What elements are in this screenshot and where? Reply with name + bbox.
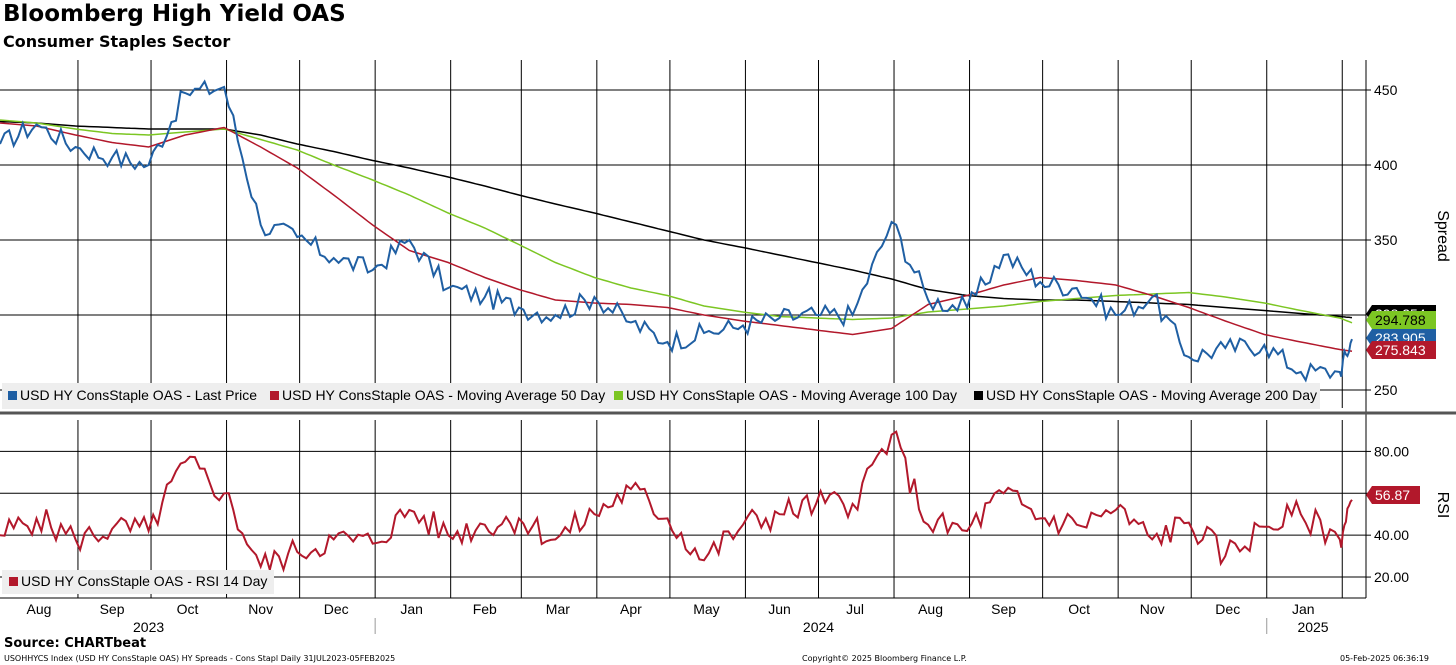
value-badge <box>1366 311 1436 329</box>
spread-series <box>0 79 1353 383</box>
month-tick-label: Aug <box>918 601 943 617</box>
legend-label: USD HY ConsStaple OAS - Last Price <box>20 387 257 403</box>
axis-ticks: 45040035025080.0060.0040.0020.00SpreadRS… <box>27 82 1451 635</box>
spread-tick-label: 450 <box>1374 82 1398 98</box>
legends: USD HY ConsStaple OAS - Last Price USD HY… <box>2 383 1320 594</box>
page-subtitle: Consumer Staples Sector <box>3 32 231 51</box>
legend-swatch <box>270 391 279 400</box>
spread-tick-label: 250 <box>1374 382 1398 398</box>
ma50-line <box>0 122 1353 352</box>
month-tick-label: Oct <box>1068 601 1090 617</box>
page-title: Bloomberg High Yield OAS <box>3 1 346 27</box>
index-description: USOHHYCS Index (USD HY ConsStaple OAS) H… <box>4 654 396 663</box>
source-label: Source: CHARTbeat <box>4 636 147 651</box>
month-tick-label: Feb <box>473 601 497 617</box>
rsi-value-badge <box>1366 486 1420 504</box>
month-tick-label: Jun <box>768 601 791 617</box>
spread-tick-label: 400 <box>1374 157 1398 173</box>
year-tick-label: 2024 <box>803 619 834 635</box>
year-tick-label: 2025 <box>1297 619 1328 635</box>
month-tick-label: Oct <box>177 601 199 617</box>
month-tick-label: Sep <box>100 601 125 617</box>
month-tick-label: Mar <box>546 601 570 617</box>
chart-frame <box>0 60 1456 599</box>
last-price-line <box>0 79 1353 383</box>
ma200-line <box>0 120 1353 319</box>
rsi-tick-label: 20.00 <box>1374 569 1409 585</box>
legend-label: USD HY ConsStaple OAS - RSI 14 Day <box>21 573 267 589</box>
value-badge-label: 275.843 <box>1375 342 1426 358</box>
spread-grid <box>0 60 1366 408</box>
rsi-tick-label: 40.00 <box>1374 527 1409 543</box>
month-tick-label: Nov <box>248 601 273 617</box>
legend-swatch <box>614 391 623 400</box>
legend-label: USD HY ConsStaple OAS - Moving Average 2… <box>986 387 1317 403</box>
month-tick-label: Jan <box>1292 601 1315 617</box>
timestamp: 05-Feb-2025 06:36:19 <box>1340 654 1429 663</box>
rsi-line <box>0 430 1353 574</box>
spread-legend-box <box>2 383 1320 409</box>
ma100-line <box>0 119 1353 324</box>
month-tick-label: Aug <box>27 601 52 617</box>
legend-swatch <box>9 577 18 586</box>
legend-swatch <box>8 391 17 400</box>
month-tick-label: Jul <box>846 601 864 617</box>
year-tick-label: 2023 <box>133 619 164 635</box>
legend-swatch <box>974 391 983 400</box>
rsi-legend-box <box>2 570 274 594</box>
spread-axis-label: Spread <box>1434 210 1451 262</box>
legend-label: USD HY ConsStaple OAS - Moving Average 1… <box>626 387 957 403</box>
month-tick-label: May <box>693 601 719 617</box>
legend-label: USD HY ConsStaple OAS - Moving Average 5… <box>282 387 605 403</box>
rsi-tick-label: 80.00 <box>1374 443 1409 459</box>
month-tick-label: Dec <box>1215 601 1240 617</box>
value-badge <box>1366 341 1436 359</box>
rsi-series <box>0 430 1353 574</box>
spread-tick-label: 350 <box>1374 232 1398 248</box>
month-tick-label: Apr <box>620 601 642 617</box>
month-tick-label: Nov <box>1140 601 1165 617</box>
month-tick-label: Dec <box>324 601 349 617</box>
rsi-value-badge-label: 56.87 <box>1375 487 1410 503</box>
value-badge-label: 294.788 <box>1375 312 1426 328</box>
rsi-axis-label: RSI <box>1434 492 1451 519</box>
month-tick-label: Sep <box>991 601 1016 617</box>
month-tick-label: Jan <box>400 601 423 617</box>
copyright: Copyright© 2025 Bloomberg Finance L.P. <box>802 654 967 663</box>
